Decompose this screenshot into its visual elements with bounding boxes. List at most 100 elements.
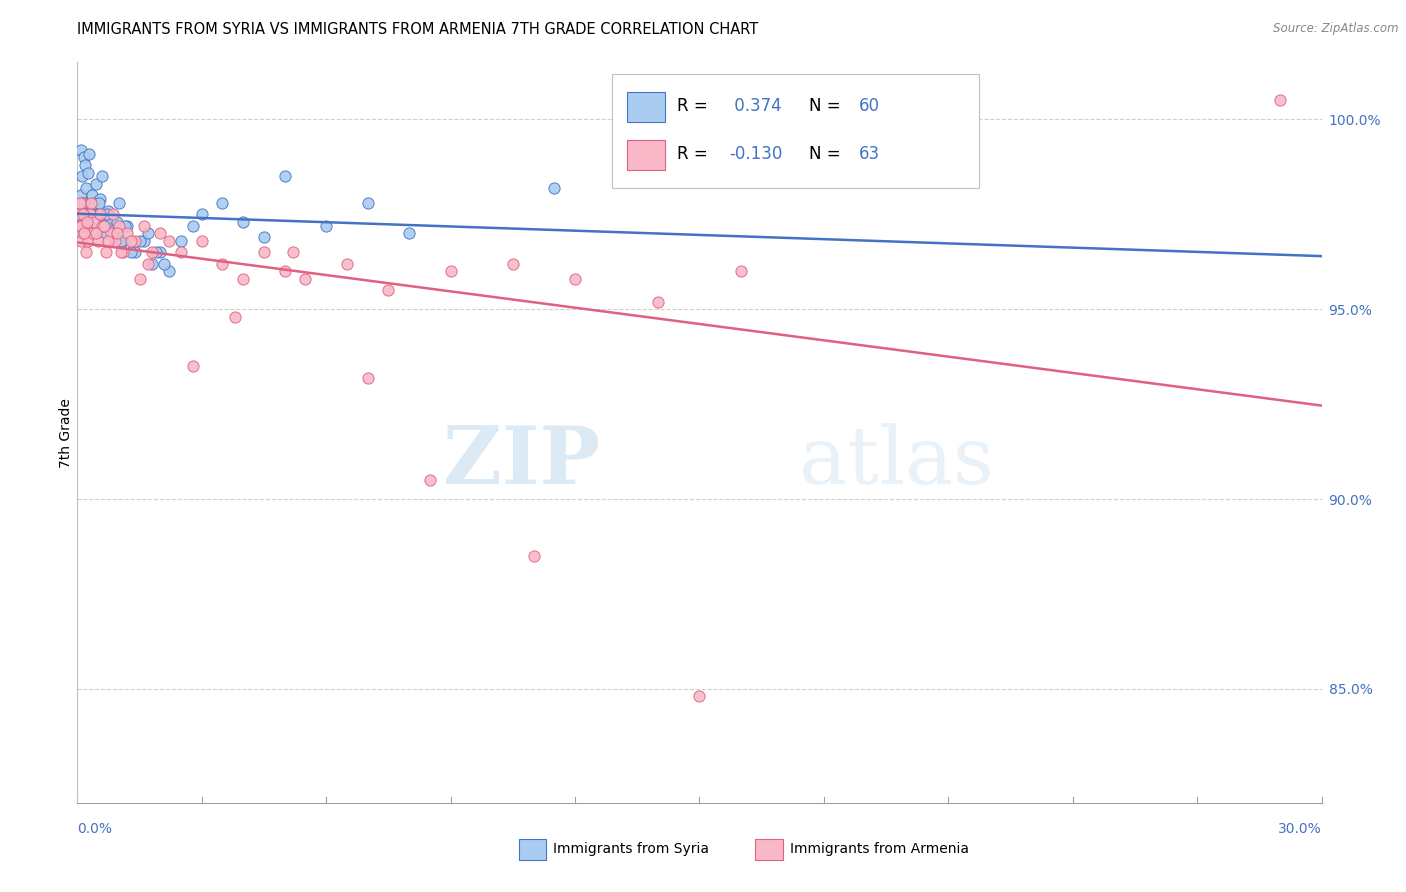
Point bbox=[170, 245, 193, 260]
Point bbox=[77, 146, 100, 161]
Point bbox=[76, 219, 98, 233]
Point bbox=[79, 195, 101, 210]
Point bbox=[72, 207, 94, 221]
Point bbox=[100, 211, 122, 226]
Point bbox=[76, 234, 98, 248]
Point bbox=[141, 245, 163, 260]
Point bbox=[377, 283, 399, 297]
Point bbox=[224, 310, 246, 324]
Point bbox=[336, 257, 359, 271]
Point bbox=[96, 207, 118, 221]
Point bbox=[104, 222, 127, 236]
Point bbox=[96, 227, 118, 241]
Point bbox=[440, 264, 463, 278]
Point bbox=[91, 169, 114, 184]
Point bbox=[115, 227, 138, 241]
Point bbox=[75, 207, 97, 221]
Point bbox=[183, 359, 205, 374]
Point bbox=[141, 257, 163, 271]
Point bbox=[69, 195, 91, 210]
Text: 63: 63 bbox=[859, 145, 880, 163]
Text: R =: R = bbox=[678, 145, 713, 163]
Point bbox=[124, 245, 146, 260]
Point bbox=[89, 192, 111, 206]
Point bbox=[105, 227, 128, 241]
Point bbox=[111, 245, 134, 260]
Point bbox=[315, 219, 337, 233]
Point bbox=[69, 219, 91, 233]
Point bbox=[72, 169, 94, 184]
Point bbox=[108, 195, 131, 210]
Point bbox=[253, 230, 276, 244]
Y-axis label: 7th Grade: 7th Grade bbox=[59, 398, 73, 467]
Text: ZIP: ZIP bbox=[443, 423, 600, 501]
Point bbox=[87, 195, 110, 210]
Bar bbox=[755, 839, 783, 860]
Point bbox=[191, 234, 214, 248]
Point bbox=[153, 257, 176, 271]
Point bbox=[93, 215, 115, 229]
Point bbox=[145, 245, 167, 260]
Point bbox=[157, 264, 180, 278]
Point bbox=[523, 549, 546, 563]
Text: R =: R = bbox=[678, 97, 713, 115]
Point bbox=[170, 234, 193, 248]
Point bbox=[689, 690, 711, 704]
Point bbox=[70, 143, 93, 157]
Point bbox=[87, 207, 110, 221]
Point bbox=[83, 227, 105, 241]
Point bbox=[75, 245, 97, 260]
Point bbox=[136, 227, 159, 241]
Bar bbox=[627, 92, 665, 121]
Point bbox=[110, 245, 132, 260]
Point bbox=[128, 234, 150, 248]
Point bbox=[108, 219, 131, 233]
Point bbox=[87, 234, 110, 248]
Point bbox=[105, 215, 128, 229]
Point bbox=[83, 195, 105, 210]
Text: atlas: atlas bbox=[799, 423, 994, 501]
Point bbox=[73, 158, 96, 172]
Point bbox=[132, 234, 155, 248]
Point bbox=[97, 234, 120, 248]
Point bbox=[101, 227, 124, 241]
Point bbox=[67, 207, 90, 221]
Point bbox=[76, 215, 98, 229]
Point bbox=[232, 272, 254, 286]
Point bbox=[128, 272, 150, 286]
Point bbox=[69, 207, 91, 221]
Point bbox=[75, 219, 97, 233]
Point bbox=[281, 245, 304, 260]
Point bbox=[564, 272, 586, 286]
Point bbox=[124, 234, 146, 248]
Point bbox=[101, 207, 124, 221]
Point bbox=[274, 264, 297, 278]
Point bbox=[100, 227, 122, 241]
Point bbox=[76, 165, 98, 179]
Point bbox=[183, 219, 205, 233]
Point bbox=[75, 180, 97, 194]
Text: N =: N = bbox=[808, 97, 846, 115]
Text: IMMIGRANTS FROM SYRIA VS IMMIGRANTS FROM ARMENIA 7TH GRADE CORRELATION CHART: IMMIGRANTS FROM SYRIA VS IMMIGRANTS FROM… bbox=[77, 22, 759, 37]
Point bbox=[84, 177, 107, 191]
Text: 60: 60 bbox=[859, 97, 880, 115]
Point bbox=[120, 234, 142, 248]
Point bbox=[72, 150, 94, 164]
Point bbox=[73, 195, 96, 210]
Point bbox=[96, 245, 118, 260]
Point bbox=[647, 294, 669, 309]
Point bbox=[543, 180, 565, 194]
Point bbox=[67, 195, 90, 210]
Point bbox=[70, 234, 93, 248]
Point bbox=[730, 264, 752, 278]
Text: Immigrants from Syria: Immigrants from Syria bbox=[553, 842, 709, 856]
Point bbox=[232, 215, 254, 229]
Point bbox=[120, 245, 142, 260]
Point bbox=[211, 257, 233, 271]
Point bbox=[419, 473, 441, 487]
Text: -0.130: -0.130 bbox=[730, 145, 783, 163]
Point bbox=[79, 207, 101, 221]
Point bbox=[104, 234, 127, 248]
Text: 0.374: 0.374 bbox=[730, 97, 782, 115]
Point bbox=[73, 207, 96, 221]
